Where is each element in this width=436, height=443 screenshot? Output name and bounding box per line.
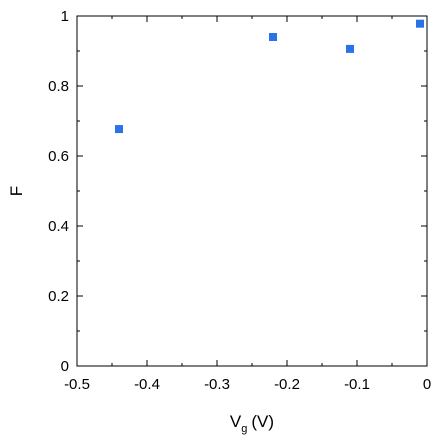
x-tick-label: -0.1	[344, 376, 370, 393]
data-point	[416, 19, 424, 28]
x-tick-label: 0	[423, 376, 431, 393]
plot-frame	[76, 15, 428, 367]
x-tick-label: -0.4	[134, 376, 160, 393]
x-tick-label: -0.2	[274, 376, 300, 393]
x-axis-title-unit: (V)	[251, 412, 274, 431]
data-point	[269, 33, 277, 41]
data-point	[115, 125, 123, 134]
x-axis-title-subscript: g	[241, 423, 247, 435]
y-tick-label: 0.6	[48, 148, 69, 165]
axis-ticks	[76, 15, 428, 367]
data-point	[346, 44, 354, 53]
y-tick-label: 0.8	[48, 78, 69, 95]
y-axis-title: F	[7, 186, 26, 196]
x-axis-title: Vg (V)	[230, 412, 274, 435]
y-tick-label: 0.2	[48, 288, 69, 305]
data-points	[115, 19, 424, 134]
tick-labels: -0.5 -0.4 -0.3 -0.2 -0.1 0 0 0.2 0.4 0.6 0.8 1	[48, 8, 431, 393]
y-tick-label: 0	[61, 358, 69, 375]
y-tick-label: 0.4	[48, 218, 69, 235]
x-axis-title-main: V	[230, 412, 242, 431]
y-tick-label: 1	[61, 8, 69, 25]
x-tick-label: -0.3	[204, 376, 230, 393]
x-tick-label: -0.5	[64, 376, 90, 393]
